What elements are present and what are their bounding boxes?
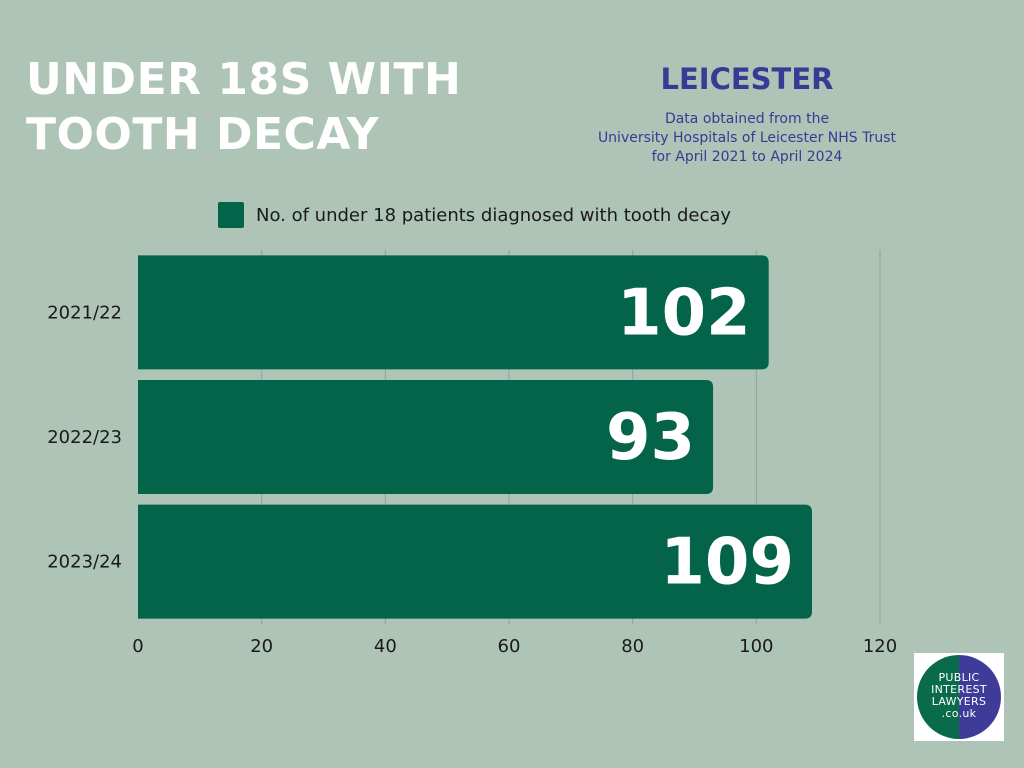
logo-line-2: INTEREST: [931, 683, 987, 696]
legend-label: No. of under 18 patients diagnosed with …: [256, 204, 732, 226]
x-tick-label: 120: [863, 636, 897, 657]
bar: [138, 504, 812, 619]
public-interest-lawyers-logo: PUBLIC INTEREST LAWYERS .co.uk: [914, 653, 1004, 741]
x-tick-label: 0: [132, 636, 143, 657]
logo-line-1: PUBLIC: [938, 671, 980, 684]
source-line-1: Data obtained from the: [664, 111, 830, 127]
data-source-note: Data obtained from the University Hospit…: [560, 110, 934, 167]
bar: [138, 380, 714, 494]
x-tick-label: 100: [739, 636, 773, 657]
bar: [138, 255, 769, 370]
title-line-2: TOOTH DECAY: [26, 109, 380, 160]
x-tick-label: 80: [621, 636, 644, 657]
data-label: 93: [606, 401, 695, 475]
chart-legend: No. of under 18 patients diagnosed with …: [218, 202, 731, 228]
category-label: 2021/22: [47, 302, 122, 323]
title-line-1: UNDER 18S WITH: [26, 54, 462, 105]
x-tick-label: 20: [250, 636, 273, 657]
category-label: 2022/23: [47, 427, 122, 448]
data-label: 109: [660, 526, 794, 600]
x-tick-label: 40: [374, 636, 397, 657]
category-label: 2023/24: [47, 552, 122, 573]
x-tick-label: 60: [498, 636, 521, 657]
source-line-2: University Hospitals of Leicester NHS Tr…: [597, 130, 897, 146]
page-title: UNDER 18S WITH TOOTH DECAY: [26, 52, 461, 162]
logo-line-4: .co.uk: [941, 707, 977, 720]
logo-text: PUBLIC INTEREST LAWYERS .co.uk: [917, 672, 1001, 720]
data-label: 102: [617, 276, 751, 350]
legend-swatch: [218, 202, 244, 228]
logo-circle: PUBLIC INTEREST LAWYERS .co.uk: [917, 655, 1001, 739]
region-label: LEICESTER: [660, 62, 834, 96]
logo-line-3: LAWYERS: [931, 695, 987, 708]
source-line-3: for April 2021 to April 2024: [651, 149, 843, 165]
